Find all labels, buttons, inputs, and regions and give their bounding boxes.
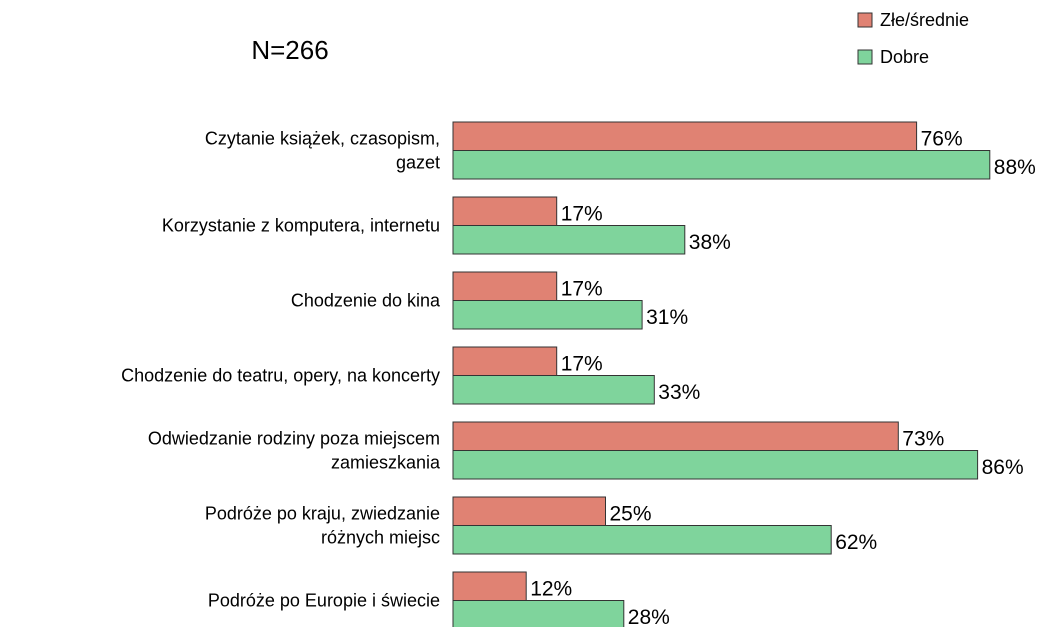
value-label: 17%: [561, 353, 603, 376]
category-label: Podróże po kraju, zwiedzanie różnych miej…: [205, 504, 440, 548]
value-label: 76%: [921, 128, 963, 151]
bar: [452, 150, 991, 180]
value-label: 17%: [561, 203, 603, 226]
legend-swatch: [857, 49, 873, 65]
value-label: 12%: [530, 578, 572, 601]
bar: [452, 375, 655, 405]
value-label: 62%: [835, 531, 877, 554]
legend-label: Złe/średnie: [880, 10, 969, 30]
value-label: 31%: [646, 306, 688, 329]
value-label: 73%: [902, 428, 944, 451]
bar: [452, 300, 643, 330]
value-label: 38%: [689, 231, 731, 254]
bar: [452, 571, 527, 601]
bar: [452, 271, 558, 301]
bar: [452, 225, 686, 255]
bar: [452, 525, 832, 555]
value-label: 28%: [628, 606, 670, 627]
legend-swatch: [857, 12, 873, 28]
bar: [452, 121, 918, 151]
value-label: 33%: [658, 381, 700, 404]
category-label: Podróże po Europie i świecie: [208, 591, 440, 611]
bar: [452, 496, 606, 526]
bar: [452, 600, 625, 627]
category-label: Chodzenie do kina: [291, 291, 441, 311]
category-label: Chodzenie do teatru, opery, na koncerty: [121, 366, 440, 386]
bar: [452, 346, 558, 376]
category-label: Odwiedzanie rodziny poza miejscem zamiesz…: [148, 429, 441, 473]
value-label: 88%: [994, 156, 1036, 179]
category-label: Korzystanie z komputera, internetu: [162, 216, 440, 236]
legend-label: Dobre: [880, 47, 929, 67]
bar: [452, 450, 979, 480]
annotation: N=266: [251, 35, 328, 65]
category-label: Czytanie książek, czasopism, gazet: [205, 129, 440, 173]
value-label: 25%: [610, 503, 652, 526]
bar: [452, 421, 899, 451]
value-label: 86%: [982, 456, 1024, 479]
bar: [452, 196, 558, 226]
value-label: 17%: [561, 278, 603, 301]
